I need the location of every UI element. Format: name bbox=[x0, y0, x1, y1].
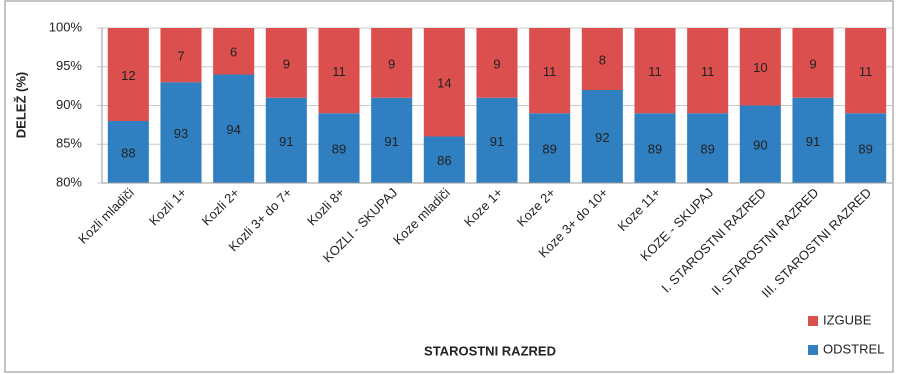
x-tick-label: Kozli 8+ bbox=[304, 185, 348, 229]
bar-segment bbox=[634, 113, 676, 183]
data-label: 11 bbox=[648, 64, 662, 79]
bar-segment bbox=[107, 121, 149, 183]
data-label: 89 bbox=[542, 142, 556, 157]
y-tick-label: 85% bbox=[56, 136, 82, 151]
bar-segment bbox=[845, 113, 887, 183]
data-label: 89 bbox=[700, 142, 714, 157]
data-label: 91 bbox=[384, 134, 398, 149]
bar-segment bbox=[634, 28, 676, 114]
data-label: 91 bbox=[806, 134, 820, 149]
bar-segment bbox=[318, 113, 360, 183]
y-axis-title: DELEŽ (%) bbox=[13, 72, 28, 138]
bar-segment bbox=[739, 105, 781, 183]
data-label: 91 bbox=[490, 134, 504, 149]
data-label: 14 bbox=[437, 76, 451, 91]
x-tick-label: Koze 1+ bbox=[461, 185, 506, 230]
data-label: 88 bbox=[121, 145, 135, 160]
data-label: 8 bbox=[599, 52, 606, 67]
bar-segment bbox=[529, 113, 571, 183]
x-tick-label: Koze mladiči bbox=[390, 185, 453, 248]
legend-label: ODSTREL bbox=[823, 341, 884, 356]
data-label: 6 bbox=[230, 45, 237, 60]
data-label: 9 bbox=[493, 56, 500, 71]
bar-segment bbox=[423, 136, 465, 183]
y-tick-label: 100% bbox=[49, 19, 83, 34]
data-label: 9 bbox=[809, 56, 816, 71]
x-axis-title: STAROSTNI RAZRED bbox=[424, 343, 556, 358]
y-tick-label: 80% bbox=[56, 174, 82, 189]
data-label: 89 bbox=[648, 142, 662, 157]
data-label: 92 bbox=[595, 130, 609, 145]
bar-segment bbox=[265, 97, 307, 183]
bar-segment bbox=[265, 28, 307, 98]
bar-segment bbox=[160, 82, 202, 183]
bar-segment bbox=[792, 28, 834, 98]
bar-segment bbox=[371, 97, 413, 183]
bar-segment bbox=[581, 28, 623, 90]
bar-segment bbox=[160, 28, 202, 83]
bar-segment bbox=[687, 113, 729, 183]
x-tick-label: II. STAROSTNI RAZRED bbox=[708, 185, 821, 298]
bar-segment bbox=[845, 28, 887, 114]
data-label: 7 bbox=[177, 49, 184, 64]
x-tick-label: Koze 2+ bbox=[514, 185, 559, 230]
data-label: 89 bbox=[858, 142, 872, 157]
x-tick-label: Koze 11+ bbox=[615, 185, 664, 234]
bar-segment bbox=[107, 28, 149, 121]
frame bbox=[4, 0, 894, 373]
bar-segment bbox=[423, 28, 465, 137]
bar-segment bbox=[476, 97, 518, 183]
bar-segment bbox=[739, 28, 781, 106]
data-label: 89 bbox=[332, 142, 346, 157]
bar-segment bbox=[792, 97, 834, 183]
bar-segment bbox=[213, 74, 255, 183]
bar-segment bbox=[687, 28, 729, 114]
data-label: 86 bbox=[437, 153, 451, 168]
x-tick-label: Kozli 1+ bbox=[146, 185, 190, 229]
data-label: 90 bbox=[753, 138, 767, 153]
bar-segment bbox=[318, 28, 360, 114]
data-label: 11 bbox=[701, 64, 715, 79]
y-tick-label: 95% bbox=[56, 58, 82, 73]
bar-segment bbox=[213, 28, 255, 75]
data-label: 11 bbox=[543, 64, 557, 79]
legend-swatch bbox=[808, 316, 818, 326]
y-tick-label: 90% bbox=[56, 97, 82, 112]
x-tick-label: Kozli 2+ bbox=[199, 185, 243, 229]
data-label: 9 bbox=[283, 56, 290, 71]
legend-swatch bbox=[808, 345, 818, 355]
x-tick-label: I. STAROSTNI RAZRED bbox=[658, 185, 769, 296]
legend-label: IZGUBE bbox=[823, 312, 872, 327]
data-label: 11 bbox=[859, 64, 873, 79]
bar-segment bbox=[529, 28, 571, 114]
data-label: 12 bbox=[121, 68, 135, 83]
data-label: 94 bbox=[226, 122, 240, 137]
x-tick-label: III. STAROSTNI RAZRED bbox=[759, 185, 875, 301]
bar-segment bbox=[371, 28, 413, 98]
x-tick-label: Kozli mladiči bbox=[75, 185, 137, 247]
data-label: 93 bbox=[174, 126, 188, 141]
data-label: 11 bbox=[332, 64, 346, 79]
bar-segment bbox=[476, 28, 518, 98]
data-label: 10 bbox=[753, 60, 767, 75]
data-label: 9 bbox=[388, 56, 395, 71]
data-label: 91 bbox=[279, 134, 293, 149]
bar-segment bbox=[581, 90, 623, 183]
